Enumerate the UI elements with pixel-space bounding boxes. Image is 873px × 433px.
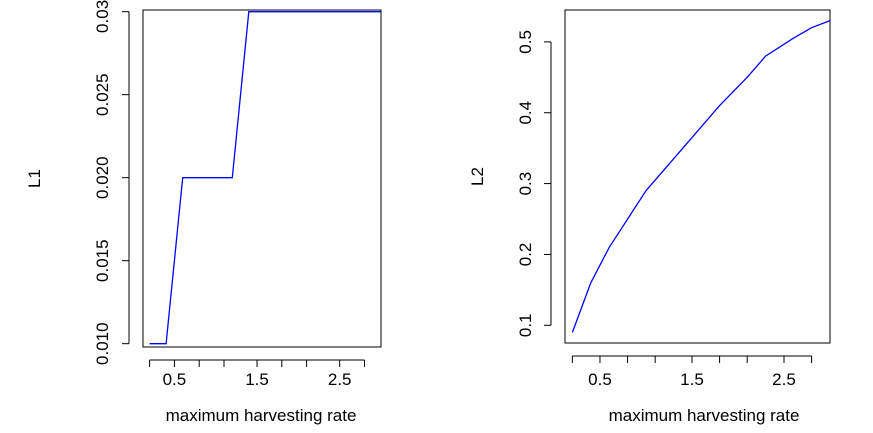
y-tick-label: 0.5 [516, 30, 535, 54]
y-tick-label: 0.3 [516, 172, 535, 196]
x-tick-label: 2.5 [328, 370, 352, 389]
x-tick-label: 2.5 [772, 370, 796, 389]
plot-frame [142, 9, 382, 348]
y-axis-label: L2 [468, 167, 487, 186]
x-tick-label: 0.5 [588, 370, 612, 389]
y-tick-label: 0.015 [93, 239, 112, 282]
series-line [149, 11, 381, 345]
y-tick-label: 0.010 [93, 322, 112, 365]
y-tick-label: 0.1 [516, 313, 535, 337]
panel-l1: 0.010 0.015 0.020 0.025 0.030 0.5 1.5 2.5 maximu… [25, 0, 382, 425]
y-axis-label: L1 [25, 169, 44, 188]
y-tick-label: 0.025 [93, 73, 112, 116]
x-tick-label: 0.5 [163, 370, 187, 389]
y-tick-label: 0.030 [93, 0, 112, 33]
x-tick-label: 1.5 [680, 370, 704, 389]
x-tick-label: 1.5 [245, 370, 269, 389]
y-tick-label: 0.2 [516, 243, 535, 267]
x-axis-label: maximum harvesting rate [609, 406, 800, 425]
y-tick-label: 0.020 [93, 156, 112, 199]
x-axis-label: maximum harvesting rate [166, 406, 357, 425]
series-line [571, 19, 831, 333]
panel-l2: 0.1 0.2 0.3 0.4 0.5 0.5 1.5 2.5 maximum harvesti… [468, 9, 831, 425]
plot-frame [564, 9, 831, 344]
y-tick-label: 0.4 [516, 101, 535, 125]
